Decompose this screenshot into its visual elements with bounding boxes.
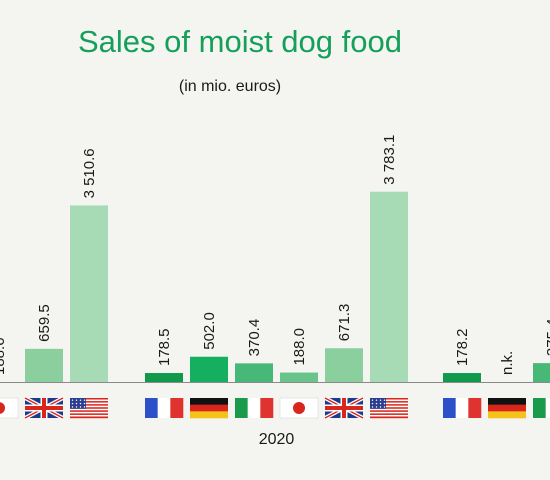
value-label: 370.4 [246, 319, 263, 357]
bar-usa [70, 205, 108, 382]
japan-flag [0, 397, 19, 419]
bar-italy [235, 363, 273, 382]
value-label: 188.0 [291, 328, 308, 366]
year-label: 2020 [259, 431, 295, 448]
usa-flag [70, 398, 108, 419]
usa-flag [370, 398, 408, 419]
france-flag [443, 398, 482, 418]
germany-flag [488, 398, 526, 419]
chart-subtitle: (in mio. euros) [179, 78, 281, 95]
italy-flag [235, 398, 274, 418]
bar-japan [280, 372, 318, 382]
value-label: 188.6 [0, 337, 8, 375]
uk-flag [24, 396, 64, 420]
bar-usa [370, 191, 408, 382]
value-label: 3 510.6 [81, 148, 98, 198]
chart-marks: 188.6 659.5 3 510.6 178.5 502.0 370.4 188.0 671… [0, 135, 550, 448]
bar-uk [25, 348, 63, 382]
value-label: 659.5 [36, 304, 53, 342]
bar-france [145, 373, 183, 382]
chart-title: Sales of moist dog food [78, 24, 402, 59]
value-label: 375.4 [544, 319, 550, 357]
italy-flag [533, 398, 550, 418]
value-label: 3 783.1 [381, 135, 398, 185]
uk-flag [324, 396, 364, 420]
france-flag [145, 398, 184, 418]
germany-flag [190, 398, 228, 419]
bar-uk [325, 348, 363, 382]
value-label: 178.2 [454, 328, 471, 366]
bar-germany [190, 356, 228, 382]
value-label: 502.0 [201, 312, 218, 350]
value-label: 178.5 [156, 328, 173, 366]
value-label: n.k. [499, 351, 516, 375]
value-label: 671.3 [336, 304, 353, 342]
japan-flag [279, 397, 319, 419]
bar-italy [533, 363, 550, 382]
bar-france [443, 373, 481, 382]
